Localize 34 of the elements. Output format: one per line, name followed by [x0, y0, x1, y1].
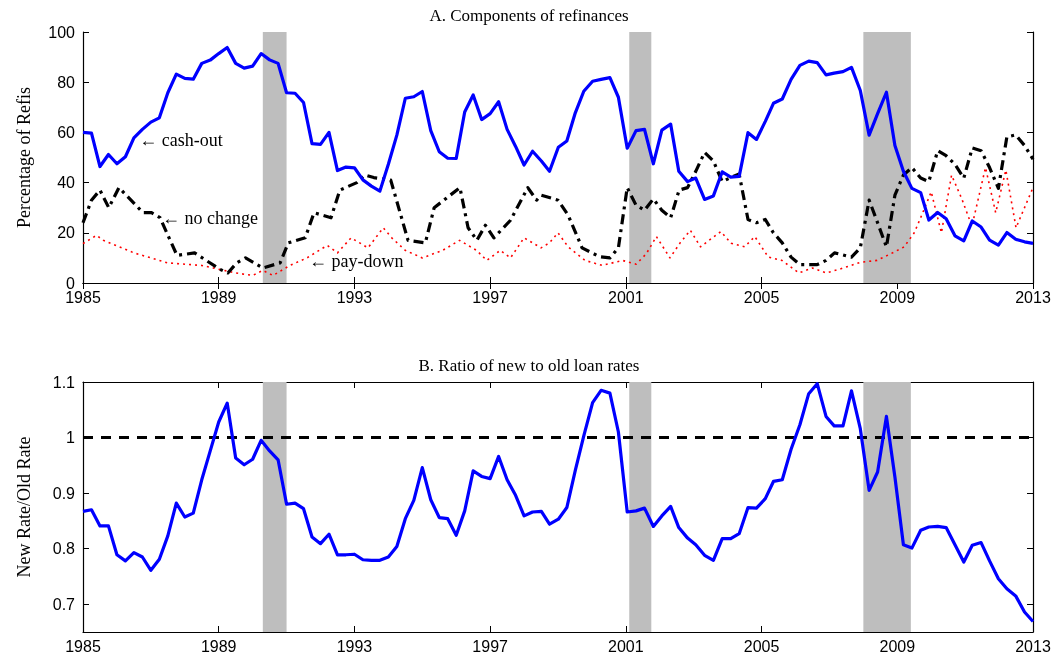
x-tick-label: 1993	[336, 288, 373, 306]
x-tick-label: 1997	[472, 637, 509, 655]
y-tick-label: 80	[57, 73, 76, 91]
x-tick-label: 2001	[608, 637, 644, 655]
y-tick-label: 0.8	[52, 540, 76, 558]
x-tick-label: 2009	[879, 288, 916, 306]
x-tick-label: 2005	[743, 637, 780, 655]
y-tick-label: 20	[57, 224, 76, 242]
x-tick-label: 1989	[200, 637, 237, 655]
y-tick-label: 60	[57, 123, 76, 141]
x-tick-label: 2005	[743, 288, 780, 306]
annotation: ← pay-down	[308, 251, 404, 272]
x-tick-label: 2009	[879, 637, 916, 655]
x-tick-label: 1997	[472, 288, 509, 306]
x-tick-label: 1989	[200, 288, 237, 306]
y-tick-label: 1	[66, 429, 76, 447]
x-tick-label: 1985	[65, 637, 101, 655]
y-tick-label: 0.7	[52, 595, 76, 613]
y-axis-title: New Rate/Old Rate	[14, 436, 34, 578]
x-tick-label: 2013	[1015, 637, 1051, 655]
annotation: ← cash-out	[139, 129, 223, 150]
y-tick-label: 0.9	[52, 484, 76, 502]
x-tick-label: 1993	[336, 637, 373, 655]
annotation: ← no change	[162, 207, 258, 228]
chart-title: B. Ratio of new to old loan rates	[418, 356, 640, 375]
y-tick-label: 100	[48, 23, 76, 41]
y-tick-label: 1.1	[52, 373, 76, 391]
chart-title: A. Components of refinances	[429, 6, 629, 25]
x-tick-label: 2001	[608, 288, 644, 306]
y-tick-label: 40	[57, 174, 76, 192]
x-tick-label: 2013	[1015, 288, 1051, 306]
line-series	[82, 166, 1034, 277]
y-axis-title: Percentage of Refis	[14, 87, 34, 228]
line-series	[81, 45, 1035, 247]
